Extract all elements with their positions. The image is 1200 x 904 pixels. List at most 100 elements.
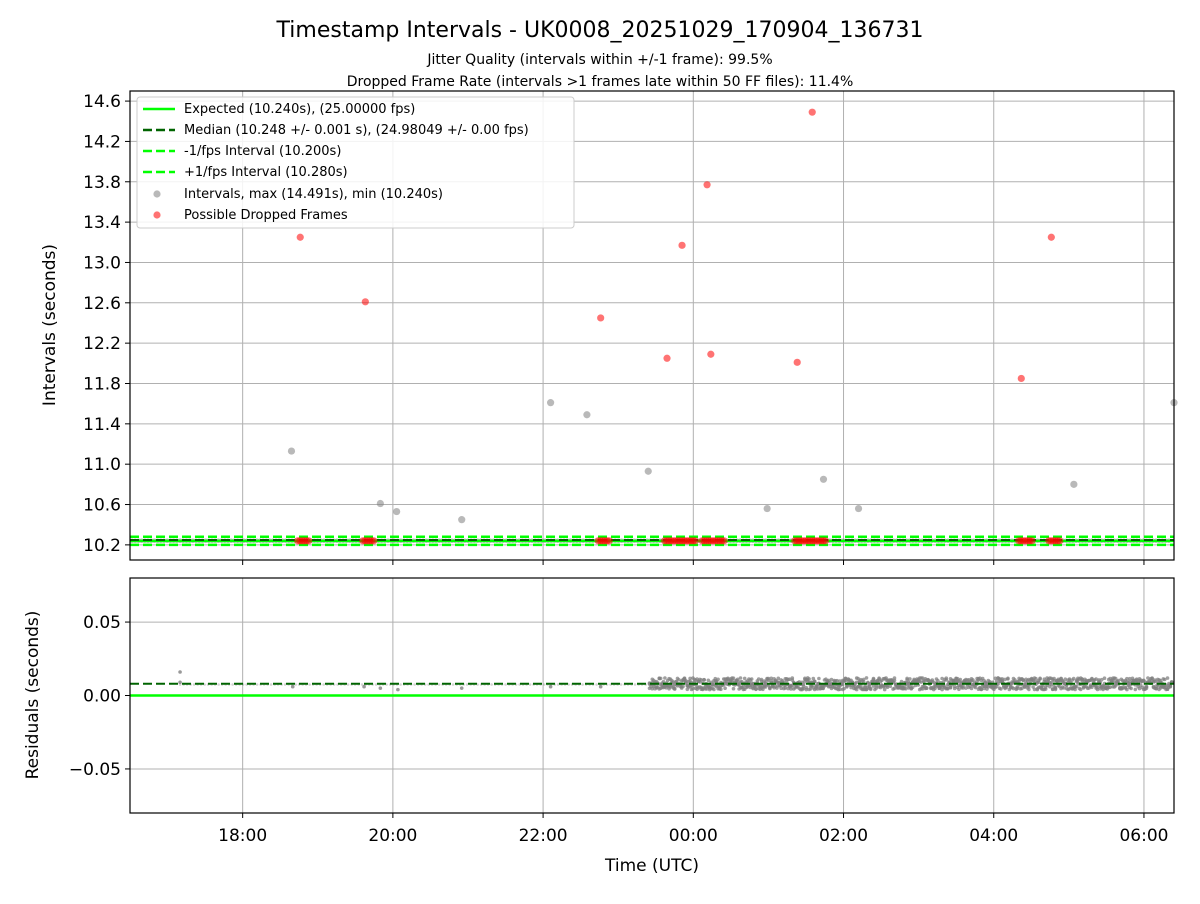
residual-dense-point (945, 686, 950, 691)
residual-dense-point (1113, 676, 1118, 681)
intervals-y-ticks: 10.2 10.6 11.0 11.4 11.8 12.2 12.6 13.0 13.4 13.8… (83, 92, 130, 556)
residual-dense-point (801, 682, 806, 687)
residual-dense-point (958, 677, 963, 682)
residual-dense-point (719, 687, 723, 692)
residual-sparse-point (437, 683, 441, 686)
residual-dense-point (1120, 685, 1125, 689)
residual-dense-point (910, 685, 915, 690)
residuals-y-ticks: 0.05 0.00 −0.05 (69, 613, 130, 780)
interval-point-8 (819, 475, 828, 483)
x-tick-label-1: 20:00 (368, 826, 417, 846)
interval-point-4 (547, 399, 555, 407)
intervals-ytick-label-11: 14.6 (83, 92, 121, 112)
residual-dense-point (754, 687, 758, 691)
residual-dense-point (1080, 679, 1084, 683)
residual-dense-point (843, 676, 848, 681)
residual-dense-point (681, 684, 685, 689)
residual-dense-point (1036, 680, 1041, 684)
legend-item-median: Median (10.248 +/- 0.001 s), (24.98049 +… (143, 123, 529, 138)
residual-dense-point (838, 687, 842, 692)
residual-dense-point (1116, 678, 1121, 683)
residual-sparse-point (308, 683, 311, 686)
residual-dense-point (882, 687, 887, 692)
residual-dense-point (986, 685, 991, 689)
interval-point-1 (376, 499, 384, 508)
residual-dense-point (1146, 676, 1150, 680)
residual-dense-point (1062, 686, 1066, 690)
residual-dense-point (940, 687, 944, 692)
dropped-point-10 (1047, 233, 1055, 241)
residual-dense-point (888, 684, 893, 688)
intervals-ytick-label-9: 13.8 (83, 173, 121, 193)
residual-dense-point (840, 682, 845, 687)
residual-dense-point (804, 687, 809, 692)
intervals-ytick-label-4: 11.8 (83, 374, 121, 394)
residual-dense-point (1113, 684, 1118, 688)
x-tick-label-0: 18:00 (218, 826, 267, 846)
residual-dense-point (892, 686, 897, 691)
residual-dense-point (829, 677, 834, 682)
residual-dense-point (969, 686, 974, 691)
residual-point-7 (548, 684, 553, 689)
legend-label-minus-fps: -1/fps Interval (10.200s) (184, 144, 341, 159)
dropped-point-2 (597, 314, 605, 322)
residual-dense-point (749, 677, 754, 681)
residual-dense-point (742, 676, 747, 681)
residual-sparse-point (217, 683, 220, 686)
residual-dense-point (936, 678, 940, 683)
residual-sparse-point (465, 683, 469, 686)
residual-dense-point (1063, 677, 1068, 681)
intervals-ytick-label-8: 13.4 (83, 213, 121, 233)
residual-dense-point (1150, 676, 1154, 680)
residual-dense-point (1154, 687, 1159, 691)
residual-sparse-point (360, 683, 364, 686)
residual-dense-point (842, 686, 846, 691)
residual-dense-point (1129, 686, 1133, 691)
dropped-baseline-point-4 (720, 537, 728, 545)
residual-point-3 (362, 684, 366, 689)
residual-dense-point (903, 686, 908, 691)
residual-dense-point (716, 677, 720, 682)
residual-dense-point (957, 687, 961, 692)
x-tick-label-6: 06:00 (1119, 826, 1168, 846)
residual-sparse-point (451, 683, 455, 686)
residual-dense-point (1032, 687, 1037, 692)
residuals-reference-lines (130, 682, 1174, 697)
residual-dense-point (712, 687, 716, 692)
residual-dense-point (1102, 676, 1107, 680)
residual-dense-point (783, 686, 788, 690)
residual-dense-point (1034, 676, 1038, 681)
residual-dense-point (807, 677, 811, 681)
dropped-point-7 (793, 358, 801, 366)
residual-dense-point (854, 680, 859, 685)
intervals-ytick-label-7: 13.0 (83, 253, 121, 273)
legend-label-dropped: Possible Dropped Frames (184, 208, 348, 223)
interval-point-0 (287, 447, 296, 455)
interval-point-6 (644, 467, 652, 475)
residual-dense-point (996, 682, 1000, 686)
residual-dense-point (763, 680, 768, 684)
residual-sparse-point (595, 683, 598, 686)
residual-dense-point (1027, 687, 1031, 692)
residual-dense-point (738, 676, 743, 680)
residual-dense-point (1071, 676, 1076, 681)
residual-dense-point (853, 685, 858, 689)
legend-label-expected: Expected (10.240s), (25.00000 fps) (184, 102, 415, 117)
residual-sparse-point (504, 683, 507, 686)
dropped-point-6 (707, 350, 715, 358)
residual-point-8 (598, 684, 603, 689)
intervals-ytick-label-10: 14.2 (83, 132, 121, 152)
legend-item-dropped: Possible Dropped Frames (153, 208, 348, 223)
interval-point-5 (583, 411, 591, 419)
residual-dense-point (973, 685, 978, 690)
intervals-ytick-label-0: 10.2 (83, 536, 121, 556)
residual-dense-point (919, 680, 923, 684)
residual-dense-point (817, 676, 821, 681)
residual-dense-point (854, 687, 859, 692)
residual-dense-point (672, 687, 677, 691)
residual-dense-point (779, 686, 783, 690)
x-tick-label-4: 02:00 (819, 826, 868, 846)
residual-dense-point (940, 676, 944, 681)
residual-dense-point (1011, 686, 1016, 691)
chart-subtitle-dropped: Dropped Frame Rate (intervals >1 frames … (347, 74, 854, 90)
